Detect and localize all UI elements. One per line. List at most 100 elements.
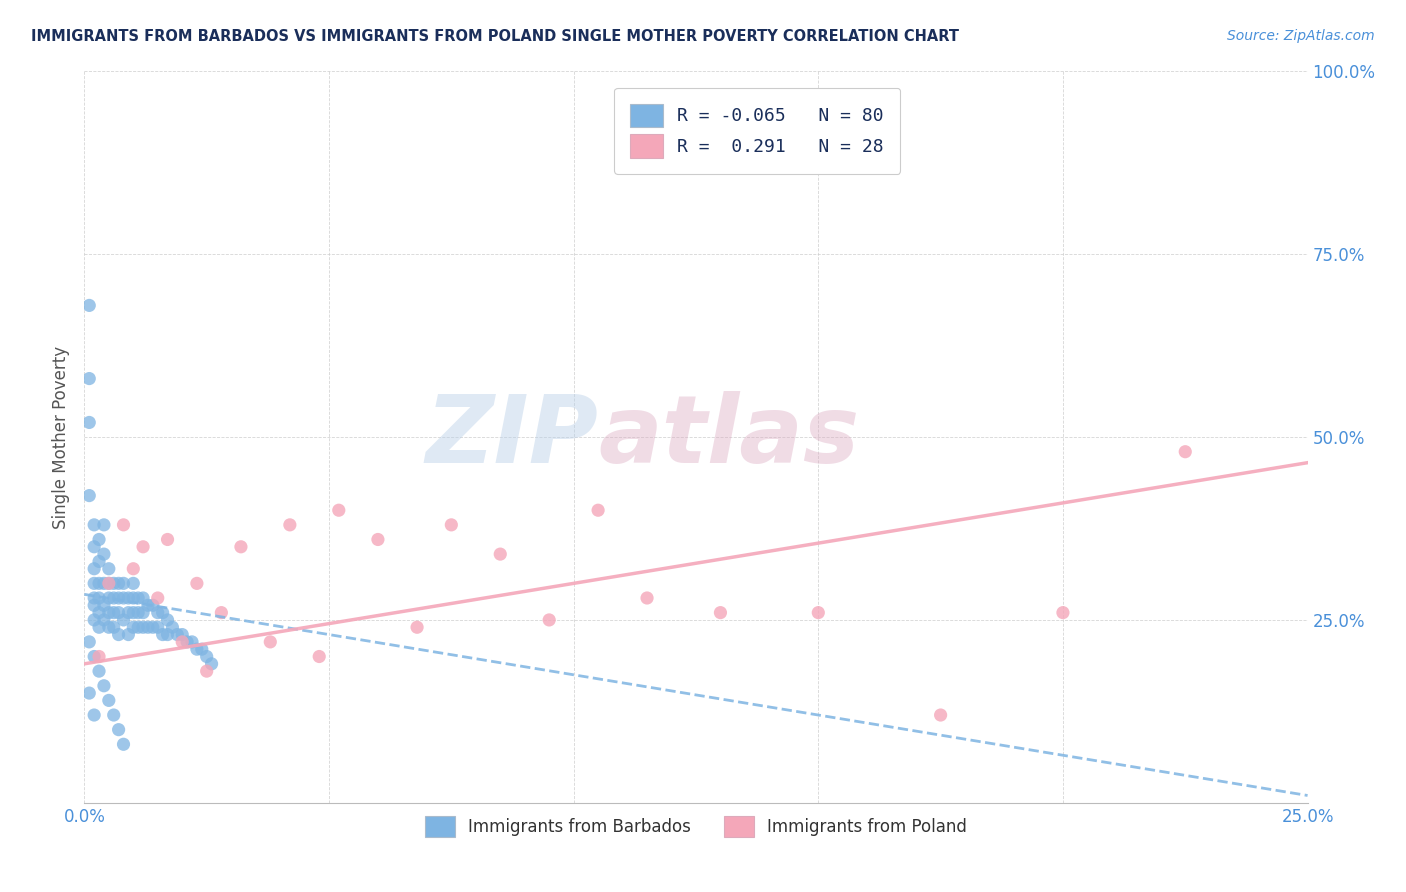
- Point: [87, 591, 110, 605]
- Point: [136, 599, 159, 613]
- Point: [122, 606, 145, 620]
- Point: [112, 517, 135, 532]
- Point: [156, 627, 179, 641]
- Point: [440, 517, 463, 532]
- Point: [156, 613, 179, 627]
- Text: ZIP: ZIP: [425, 391, 598, 483]
- Point: [132, 591, 155, 605]
- Point: [87, 576, 110, 591]
- Point: [1174, 444, 1197, 458]
- Point: [103, 620, 125, 634]
- Point: [259, 635, 281, 649]
- Point: [83, 649, 105, 664]
- Point: [87, 606, 110, 620]
- Point: [112, 613, 135, 627]
- Point: [191, 642, 214, 657]
- Point: [83, 540, 105, 554]
- Point: [172, 627, 194, 641]
- Point: [328, 503, 350, 517]
- Point: [122, 620, 145, 634]
- Point: [156, 533, 179, 547]
- Point: [142, 599, 165, 613]
- Point: [146, 591, 169, 605]
- Point: [97, 576, 120, 591]
- Point: [186, 642, 208, 657]
- Text: atlas: atlas: [598, 391, 859, 483]
- Point: [97, 620, 120, 634]
- Point: [87, 664, 110, 678]
- Point: [186, 576, 208, 591]
- Point: [87, 620, 110, 634]
- Point: [152, 627, 174, 641]
- Point: [181, 635, 204, 649]
- Point: [93, 679, 115, 693]
- Point: [112, 576, 135, 591]
- Point: [112, 591, 135, 605]
- Point: [87, 533, 110, 547]
- Point: [538, 613, 561, 627]
- Point: [489, 547, 512, 561]
- Point: [83, 708, 105, 723]
- Point: [83, 517, 105, 532]
- Point: [83, 576, 105, 591]
- Point: [117, 606, 139, 620]
- Point: [93, 576, 115, 591]
- Point: [162, 620, 184, 634]
- Point: [308, 649, 330, 664]
- Point: [77, 371, 100, 385]
- Point: [77, 416, 100, 430]
- Point: [97, 576, 120, 591]
- Point: [103, 576, 125, 591]
- Point: [166, 627, 188, 641]
- Text: Source: ZipAtlas.com: Source: ZipAtlas.com: [1227, 29, 1375, 43]
- Point: [93, 599, 115, 613]
- Point: [77, 635, 100, 649]
- Point: [93, 613, 115, 627]
- Point: [146, 620, 169, 634]
- Point: [122, 562, 145, 576]
- Point: [636, 591, 658, 605]
- Point: [200, 657, 222, 671]
- Point: [107, 576, 129, 591]
- Point: [83, 613, 105, 627]
- Legend: Immigrants from Barbados, Immigrants from Poland: Immigrants from Barbados, Immigrants fro…: [416, 807, 976, 846]
- Point: [278, 517, 301, 532]
- Point: [87, 649, 110, 664]
- Point: [107, 723, 129, 737]
- Point: [929, 708, 952, 723]
- Y-axis label: Single Mother Poverty: Single Mother Poverty: [52, 345, 70, 529]
- Point: [127, 591, 149, 605]
- Point: [83, 591, 105, 605]
- Point: [93, 547, 115, 561]
- Text: IMMIGRANTS FROM BARBADOS VS IMMIGRANTS FROM POLAND SINGLE MOTHER POVERTY CORRELA: IMMIGRANTS FROM BARBADOS VS IMMIGRANTS F…: [31, 29, 959, 44]
- Point: [195, 649, 218, 664]
- Point: [406, 620, 429, 634]
- Point: [97, 693, 120, 707]
- Point: [229, 540, 252, 554]
- Point: [112, 737, 135, 751]
- Point: [146, 606, 169, 620]
- Point: [132, 606, 155, 620]
- Point: [132, 540, 155, 554]
- Point: [103, 606, 125, 620]
- Point: [107, 591, 129, 605]
- Point: [97, 606, 120, 620]
- Point: [83, 599, 105, 613]
- Point: [93, 517, 115, 532]
- Point: [807, 606, 830, 620]
- Point: [107, 627, 129, 641]
- Point: [77, 489, 100, 503]
- Point: [122, 576, 145, 591]
- Point: [103, 708, 125, 723]
- Point: [117, 627, 139, 641]
- Point: [83, 562, 105, 576]
- Point: [117, 591, 139, 605]
- Point: [87, 554, 110, 568]
- Point: [209, 606, 232, 620]
- Point: [103, 591, 125, 605]
- Point: [586, 503, 609, 517]
- Point: [77, 298, 100, 312]
- Point: [97, 591, 120, 605]
- Point: [195, 664, 218, 678]
- Point: [97, 562, 120, 576]
